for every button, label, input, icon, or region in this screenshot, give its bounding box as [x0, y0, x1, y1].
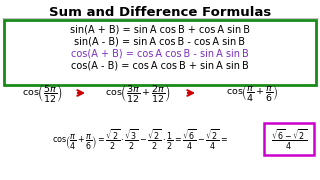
- Text: cos(A - B) = cos A cos B + sin A sin B: cos(A - B) = cos A cos B + sin A sin B: [71, 61, 249, 71]
- Text: $\cos\!\left(\dfrac{\pi}{4}+\dfrac{\pi}{6}\right)=\dfrac{\sqrt{2}}{2}\cdot\dfrac: $\cos\!\left(\dfrac{\pi}{4}+\dfrac{\pi}{…: [52, 128, 228, 152]
- Text: $\cos\!\left(\dfrac{\pi}{4}+\dfrac{\pi}{6}\right)$: $\cos\!\left(\dfrac{\pi}{4}+\dfrac{\pi}{…: [226, 83, 278, 103]
- Text: sin(A - B) = sin A cos B - cos A sin B: sin(A - B) = sin A cos B - cos A sin B: [75, 37, 245, 47]
- Text: Sum and Difference Formulas: Sum and Difference Formulas: [49, 6, 271, 19]
- FancyBboxPatch shape: [4, 20, 316, 85]
- Text: $\dfrac{\sqrt{6}-\sqrt{2}}{4}$: $\dfrac{\sqrt{6}-\sqrt{2}}{4}$: [271, 128, 307, 152]
- Text: sin(A + B) = sin A cos B + cos A sin B: sin(A + B) = sin A cos B + cos A sin B: [70, 25, 250, 35]
- FancyBboxPatch shape: [264, 123, 314, 155]
- Text: $\cos\!\left(\dfrac{5\pi}{12}\right)$: $\cos\!\left(\dfrac{5\pi}{12}\right)$: [22, 82, 62, 104]
- Text: cos(A + B) = cos A cos B - sin A sin B: cos(A + B) = cos A cos B - sin A sin B: [71, 49, 249, 59]
- Text: $\cos\!\left(\dfrac{3\pi}{12}+\dfrac{2\pi}{12}\right)$: $\cos\!\left(\dfrac{3\pi}{12}+\dfrac{2\p…: [105, 82, 171, 104]
